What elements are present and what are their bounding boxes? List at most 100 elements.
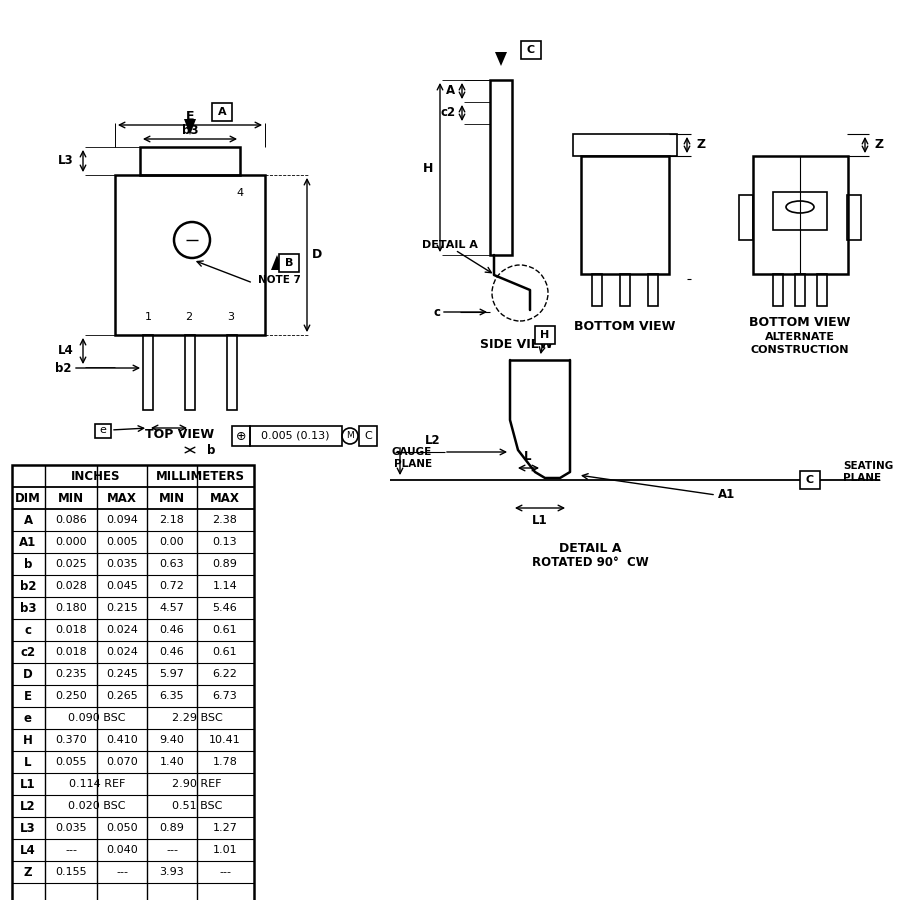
Text: 0.094: 0.094 — [106, 515, 138, 525]
Text: CONSTRUCTION: CONSTRUCTION — [751, 345, 850, 355]
Bar — [12, 465, 254, 900]
Text: 0.265: 0.265 — [106, 691, 138, 701]
Text: 0.61: 0.61 — [212, 647, 238, 657]
Text: E: E — [24, 689, 32, 703]
Text: ---: --- — [219, 867, 231, 877]
Text: 2.29 BSC: 2.29 BSC — [172, 713, 222, 723]
Bar — [140, 147, 240, 175]
Text: C: C — [806, 475, 814, 485]
FancyBboxPatch shape — [212, 103, 232, 121]
Text: 0.63: 0.63 — [159, 559, 184, 569]
Text: 5.46: 5.46 — [212, 603, 238, 613]
Polygon shape — [184, 119, 196, 135]
Text: 9.40: 9.40 — [159, 735, 184, 745]
Text: BOTTOM VIEW: BOTTOM VIEW — [750, 316, 850, 328]
Text: B: B — [284, 258, 293, 268]
Text: L2: L2 — [425, 434, 440, 446]
Text: 3.93: 3.93 — [159, 867, 184, 877]
Text: 6.35: 6.35 — [159, 691, 184, 701]
Text: ⊕: ⊕ — [236, 429, 247, 443]
Text: b3: b3 — [20, 601, 36, 615]
Text: L2: L2 — [20, 799, 36, 813]
Text: M: M — [346, 431, 354, 440]
Text: 0.46: 0.46 — [159, 625, 184, 635]
Text: 2: 2 — [185, 312, 193, 322]
Text: 1.40: 1.40 — [159, 757, 184, 767]
Text: INCHES: INCHES — [71, 470, 121, 482]
Text: 0.89: 0.89 — [159, 823, 184, 833]
FancyBboxPatch shape — [800, 471, 820, 489]
Text: b: b — [23, 557, 32, 571]
Bar — [143, 335, 153, 410]
Text: 0.040: 0.040 — [106, 845, 138, 855]
Text: 0.005: 0.005 — [106, 537, 138, 547]
Text: L1: L1 — [532, 514, 548, 526]
Text: L4: L4 — [20, 843, 36, 857]
Bar — [115, 175, 265, 335]
Text: 0.180: 0.180 — [55, 603, 87, 613]
Text: 0.46: 0.46 — [159, 647, 184, 657]
Text: H: H — [540, 330, 550, 340]
Text: 0.000: 0.000 — [55, 537, 86, 547]
Text: 4.57: 4.57 — [159, 603, 184, 613]
Text: SEATING: SEATING — [843, 461, 893, 471]
Text: e: e — [24, 712, 32, 724]
Bar — [592, 274, 602, 306]
Text: 0.035: 0.035 — [55, 823, 86, 833]
Text: e: e — [100, 425, 106, 435]
Text: Z: Z — [875, 139, 884, 151]
Text: MAX: MAX — [107, 491, 137, 505]
Text: ROTATED 90°  CW: ROTATED 90° CW — [532, 556, 648, 570]
Text: MAX: MAX — [210, 491, 240, 505]
Polygon shape — [271, 255, 283, 270]
Text: ALTERNATE: ALTERNATE — [765, 332, 835, 342]
Text: b3: b3 — [182, 124, 198, 138]
Text: L: L — [24, 755, 32, 769]
Text: 0.024: 0.024 — [106, 647, 138, 657]
Text: 0.61: 0.61 — [212, 625, 238, 635]
Bar — [753, 156, 848, 274]
Bar — [817, 274, 827, 306]
Text: 0.370: 0.370 — [55, 735, 87, 745]
Text: ---: --- — [65, 845, 77, 855]
Text: PLANE: PLANE — [843, 473, 881, 483]
Text: 0.114 REF: 0.114 REF — [68, 779, 125, 789]
Text: 4: 4 — [237, 188, 244, 198]
Text: 2.18: 2.18 — [159, 515, 184, 525]
FancyBboxPatch shape — [535, 326, 555, 344]
Text: TOP VIEW: TOP VIEW — [146, 428, 214, 442]
Text: L3: L3 — [20, 822, 36, 834]
Text: 0.086: 0.086 — [55, 515, 87, 525]
Text: 0.024: 0.024 — [106, 625, 138, 635]
Text: C: C — [526, 45, 536, 55]
FancyBboxPatch shape — [521, 41, 541, 59]
FancyBboxPatch shape — [279, 254, 299, 272]
Text: Z: Z — [697, 139, 706, 151]
Text: ---: --- — [166, 845, 178, 855]
Text: Z: Z — [23, 866, 32, 878]
Text: b2: b2 — [20, 580, 36, 592]
Text: 0.89: 0.89 — [212, 559, 238, 569]
Text: L: L — [524, 451, 532, 464]
Text: 2.90 REF: 2.90 REF — [172, 779, 221, 789]
Text: H: H — [23, 734, 33, 746]
Text: 0.13: 0.13 — [212, 537, 238, 547]
Text: GAUGE: GAUGE — [392, 447, 432, 457]
Bar — [773, 192, 827, 230]
Text: 0.090 BSC: 0.090 BSC — [68, 713, 126, 723]
Text: c: c — [433, 305, 440, 319]
Text: A1: A1 — [718, 489, 735, 501]
Text: A: A — [23, 514, 32, 526]
Bar — [581, 156, 669, 274]
Text: 1.78: 1.78 — [212, 757, 238, 767]
Bar — [620, 274, 630, 306]
Text: c2: c2 — [21, 645, 36, 659]
Text: 0.070: 0.070 — [106, 757, 138, 767]
Text: MIN: MIN — [58, 491, 84, 505]
Bar — [185, 335, 195, 410]
Text: MIN: MIN — [159, 491, 185, 505]
Text: H: H — [423, 161, 433, 175]
Text: 0.00: 0.00 — [159, 537, 184, 547]
Text: 0.025: 0.025 — [55, 559, 87, 569]
Text: E: E — [185, 110, 194, 122]
